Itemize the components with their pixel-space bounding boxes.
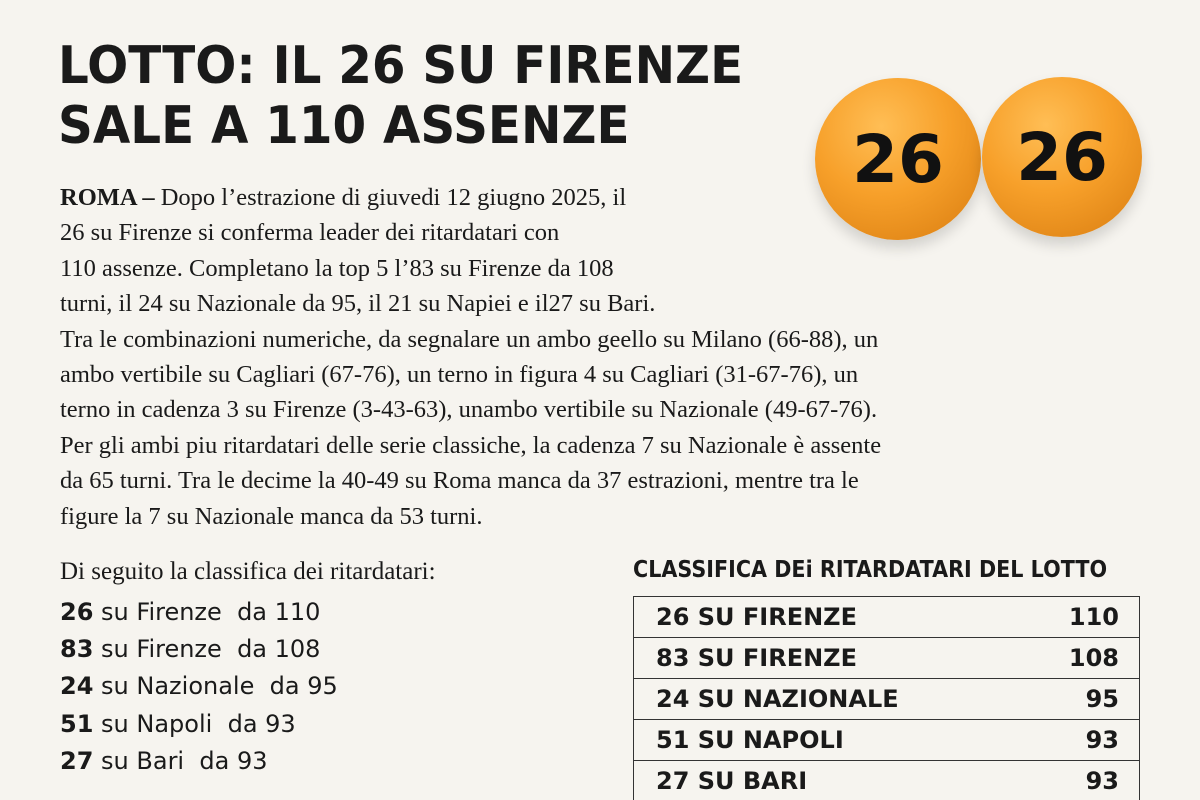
item-place: su Nazionale [101, 672, 255, 701]
article-text: terno in cadenza 3 su Firenze (3-43-63),… [60, 396, 878, 424]
row-value: 108 [1068, 644, 1119, 672]
row-label: 26 SU FIRENZE [656, 603, 857, 631]
article-text: da 65 turni. Tra le decime la 40-49 su R… [60, 467, 859, 495]
item-place: su Firenze [101, 635, 222, 664]
article-line: 26 su Firenze si conferma leader dei rit… [60, 219, 559, 247]
item-delay: da 95 [269, 672, 338, 701]
item-delay: da 93 [199, 746, 268, 775]
article-line: turni, il 24 su Nazionale da 95, il 21 s… [60, 290, 655, 318]
table-row: 26 SU FIRENZE 110 [634, 597, 1139, 638]
row-value: 95 [1085, 685, 1119, 713]
table-row: 83 SU FIRENZE 108 [634, 638, 1139, 679]
article-line: Tra le combinazioni numeriche, da segnal… [60, 326, 878, 354]
list-intro: Di seguito la classifica dei ritardatari… [60, 558, 436, 585]
list-item: 24 su Nazionale da 95 [60, 672, 338, 700]
article-text: ambo vertibile su Cagliari (67-76), un t… [60, 361, 859, 388]
row-value: 110 [1068, 603, 1119, 631]
lotto-ball: 26 [815, 78, 981, 240]
item-number: 26 [60, 598, 94, 626]
item-number: 24 [60, 672, 94, 701]
list-item: 51 su Napoli da 93 [60, 710, 296, 738]
article-text: Dopo l’estrazione di giuvedi 12 giugno 2… [154, 184, 627, 211]
list-item: 26 su Firenze da 110 [60, 598, 320, 626]
row-value: 93 [1085, 767, 1119, 795]
article-text: 110 assenze. Completano la top 5 l’83 su… [60, 254, 614, 282]
article-text: 26 su Firenze si conferma leader dei rit… [60, 219, 560, 247]
row-label: 27 SU BARI [656, 767, 808, 795]
table-row: 24 SU NAZIONALE 95 [634, 679, 1139, 720]
title-line: SALE A 110 ASSENZE [58, 96, 630, 156]
item-place: su Firenze [101, 598, 222, 626]
article-lead: ROMA – [60, 184, 155, 211]
article-line: 110 assenze. Completano la top 5 l’83 su… [60, 255, 614, 283]
table-row: 27 SU BARI 93 [634, 761, 1139, 800]
item-delay: da 93 [227, 709, 296, 738]
row-value: 93 [1085, 726, 1119, 754]
article-text: figure la 7 su Nazionale manca da 53 tur… [60, 502, 483, 530]
table: 26 SU FIRENZE 110 83 SU FIRENZE 108 24 SU NA… [633, 596, 1140, 800]
article-line: figure la 7 su Nazionale manca da 53 tur… [60, 503, 482, 531]
item-delay: da 108 [237, 635, 321, 664]
row-label: 24 SU NAZIONALE [656, 685, 899, 713]
item-number: 83 [60, 635, 94, 664]
article-line: terno in cadenza 3 su Firenze (3-43-63),… [60, 396, 877, 424]
table-row: 51 SU NAPOLI 93 [634, 720, 1139, 761]
list-item: 27 su Bari da 93 [60, 747, 267, 775]
item-number: 27 [60, 746, 94, 775]
lotto-ball: 26 [982, 77, 1142, 237]
row-label: 51 SU NAPOLI [656, 726, 844, 754]
table-title: CLASSIFICA DEi RITARDATARI DEL LOTTO [633, 557, 1108, 583]
article-text: turni, il 24 su Nazionale da 95, il 21 s… [60, 290, 656, 318]
title-line: LOTTO: IL 26 SU FIRENZE [58, 36, 744, 96]
item-place: su Napoli [101, 709, 213, 738]
item-delay: da 110 [237, 598, 321, 626]
item-number: 51 [60, 709, 94, 738]
article-text: Tra le combinazioni numeriche, da segnal… [60, 325, 879, 353]
article-line: Per gli ambi piu ritardatari delle serie… [60, 432, 881, 460]
article-line: ambo vertibile su Cagliari (67-76), un t… [60, 361, 858, 389]
article-line: ROMA – Dopo l’estrazione di giuvedi 12 g… [60, 184, 626, 212]
list-item: 83 su Firenze da 108 [60, 635, 320, 663]
item-place: su Bari [101, 746, 185, 775]
article-line: da 65 turni. Tra le decime la 40-49 su R… [60, 467, 859, 495]
article-text: Per gli ambi piu ritardatari delle serie… [60, 431, 882, 459]
row-label: 83 SU FIRENZE [656, 644, 857, 672]
